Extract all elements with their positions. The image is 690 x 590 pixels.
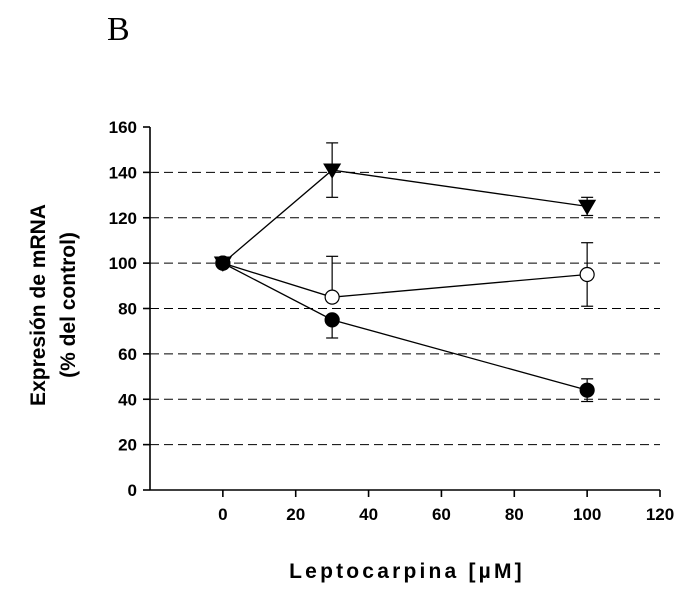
x-tick-label-60: 60 <box>432 505 451 524</box>
series-2 <box>215 242 595 307</box>
x-tick-label-80: 80 <box>505 505 524 524</box>
series-2-point <box>324 289 340 305</box>
series-3 <box>215 255 595 403</box>
series-2-point <box>579 266 595 283</box>
series-3-line <box>222 262 588 391</box>
y-tick-label-60: 60 <box>118 345 137 364</box>
y-axis-label-line1: Expresión de mRNA <box>27 204 50 406</box>
y-tick-label-80: 80 <box>118 300 137 319</box>
y-tick-label-120: 120 <box>109 209 137 228</box>
x-tick-label-120: 120 <box>646 505 674 524</box>
series-1-line <box>222 169 588 264</box>
x-tick-label-0: 0 <box>218 505 227 524</box>
panel-label: B <box>107 11 130 48</box>
series-3-point <box>215 255 231 271</box>
series-1-point <box>578 199 597 216</box>
y-tick-label-20: 20 <box>118 436 137 455</box>
y-tick-label-0: 0 <box>128 481 137 500</box>
series-1-point <box>323 163 342 179</box>
x-tick-label-20: 20 <box>286 505 305 524</box>
x-axis-label: Leptocarpina [µM] <box>289 560 525 583</box>
y-tick-label-160: 160 <box>109 118 137 137</box>
series-3-point <box>579 382 595 398</box>
series-3-point <box>324 312 340 328</box>
x-tick-label-40: 40 <box>359 505 378 524</box>
tick-marks: 0 20 40 60 80 100 120 140 160 0 20 40 60 80 100 120 <box>109 118 675 524</box>
y-tick-label-140: 140 <box>109 163 137 182</box>
series-1 <box>213 142 597 272</box>
y-axis-label-line2: (% del control) <box>57 232 80 378</box>
x-tick-label-100: 100 <box>573 505 601 524</box>
y-tick-label-40: 40 <box>118 390 137 409</box>
series-layer <box>213 142 597 403</box>
grid-lines <box>150 171 660 446</box>
y-tick-label-100: 100 <box>109 254 137 273</box>
